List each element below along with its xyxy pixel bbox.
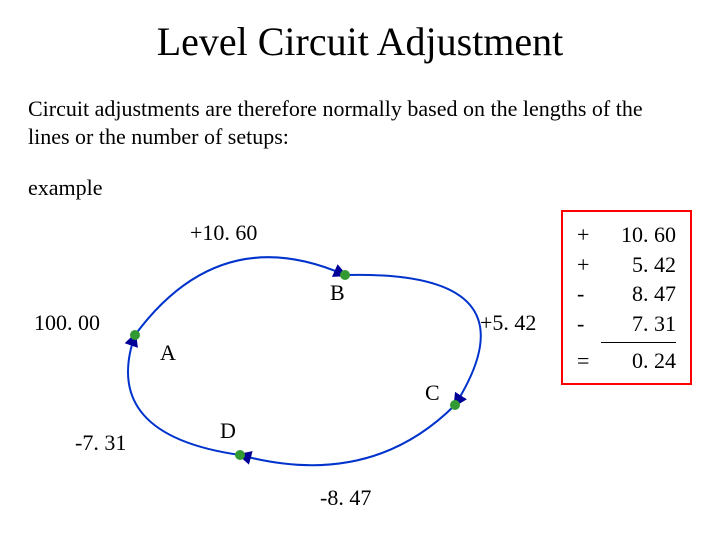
calc-val: 0. 24 — [601, 346, 676, 376]
calc-sign: = — [577, 346, 601, 376]
calc-sign: + — [577, 220, 601, 250]
calc-row-2: - 8. 47 — [577, 279, 676, 309]
node-a-label: A — [160, 340, 176, 365]
calc-val: 7. 31 — [601, 309, 676, 339]
edge-cd-label: -8. 47 — [320, 485, 371, 510]
node-c-label: C — [425, 380, 440, 405]
calc-sign: - — [577, 309, 601, 339]
node-b — [340, 270, 350, 280]
edge-cd — [240, 405, 455, 465]
edge-bc-label: +5. 42 — [480, 310, 536, 335]
edge-bc — [345, 275, 481, 405]
calc-val: 10. 60 — [601, 220, 676, 250]
slide: { "title": "Level Circuit Adjustment", "… — [0, 0, 720, 540]
node-c — [450, 400, 460, 410]
calc-row-4: = 0. 24 — [577, 346, 676, 376]
calc-row-1: + 5. 42 — [577, 250, 676, 280]
edge-ab-label: +10. 60 — [190, 220, 257, 245]
edge-da-label: -7. 31 — [75, 430, 126, 455]
page-title: Level Circuit Adjustment — [0, 18, 720, 65]
node-a — [130, 330, 140, 340]
calc-sign: - — [577, 279, 601, 309]
node-d — [235, 450, 245, 460]
calc-row-3: - 7. 31 — [577, 309, 676, 339]
calc-rule — [601, 342, 676, 343]
node-d-label: D — [220, 418, 236, 443]
calc-sign: + — [577, 250, 601, 280]
body-text: Circuit adjustments are therefore normal… — [28, 95, 688, 150]
calc-val: 5. 42 — [601, 250, 676, 280]
calc-row-0: + 10. 60 — [577, 220, 676, 250]
example-label: example — [28, 175, 103, 201]
calc-box: + 10. 60 + 5. 42 - 8. 47 - 7. 31 = 0. 24 — [561, 210, 692, 385]
node-b-label: B — [330, 280, 345, 305]
calc-val: 8. 47 — [601, 279, 676, 309]
edge-ab — [135, 257, 345, 335]
start-value-label: 100. 00 — [34, 310, 100, 335]
circuit-diagram: 100. 00 A B C D +10. 60 +5. 42 -8. 47 -7… — [20, 200, 580, 520]
